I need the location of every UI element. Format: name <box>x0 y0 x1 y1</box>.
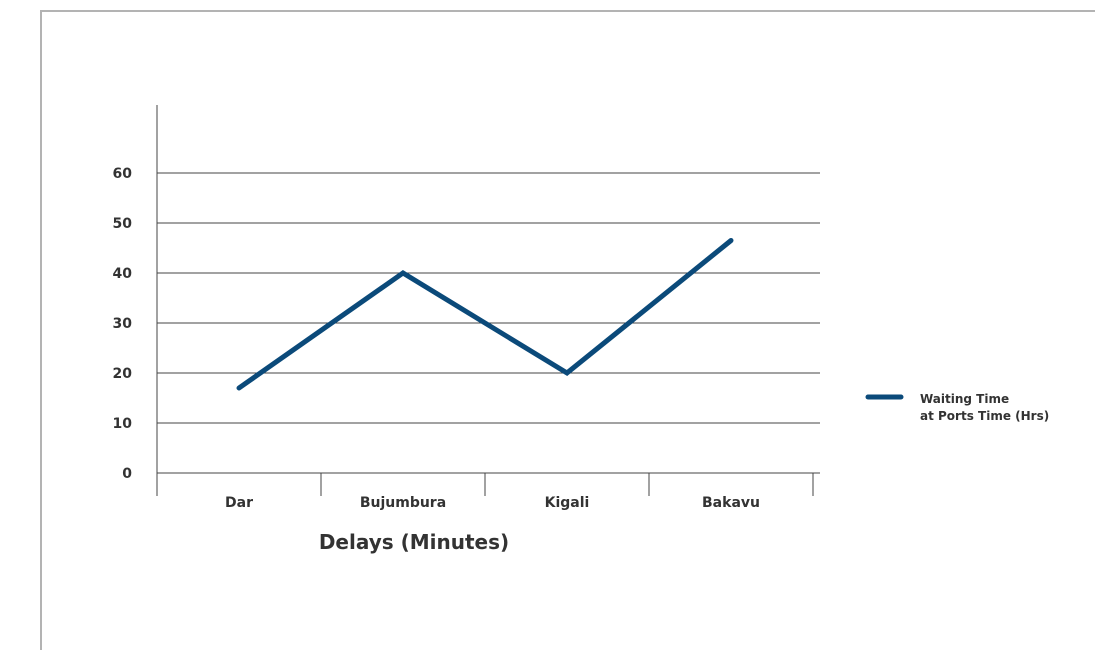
x-tick-label-bujumbura: Bujumbura <box>360 495 446 511</box>
series-line-0 <box>236 238 734 391</box>
y-tick-label-50: 50 <box>113 216 133 232</box>
x-axis-label: Delays (Minutes) <box>319 530 509 554</box>
y-tick-label-40: 40 <box>113 266 133 282</box>
x-tick-label-kigali: Kigali <box>545 495 590 511</box>
legend-label-line2: at Ports Time (Hrs) <box>920 409 1049 423</box>
y-tick-label-10: 10 <box>113 416 133 432</box>
legend-label-line1: Waiting Time <box>920 392 1009 406</box>
series-lines <box>236 238 734 391</box>
y-tick-label-20: 20 <box>113 366 133 382</box>
y-tick-label-0: 0 <box>122 466 132 482</box>
axes <box>156 105 814 496</box>
x-tick-labels: Dar Bujumbura Kigali Bakavu <box>225 495 760 511</box>
y-tick-label-60: 60 <box>113 166 133 182</box>
y-tick-labels: 0 10 20 30 40 50 60 <box>113 166 133 482</box>
x-tick-label-bakavu: Bakavu <box>702 495 760 511</box>
y-tick-label-30: 30 <box>113 316 133 332</box>
panel-border <box>40 10 1095 650</box>
legend: Waiting Time at Ports Time (Hrs) <box>865 392 1049 423</box>
x-tick-label-dar: Dar <box>225 495 253 511</box>
